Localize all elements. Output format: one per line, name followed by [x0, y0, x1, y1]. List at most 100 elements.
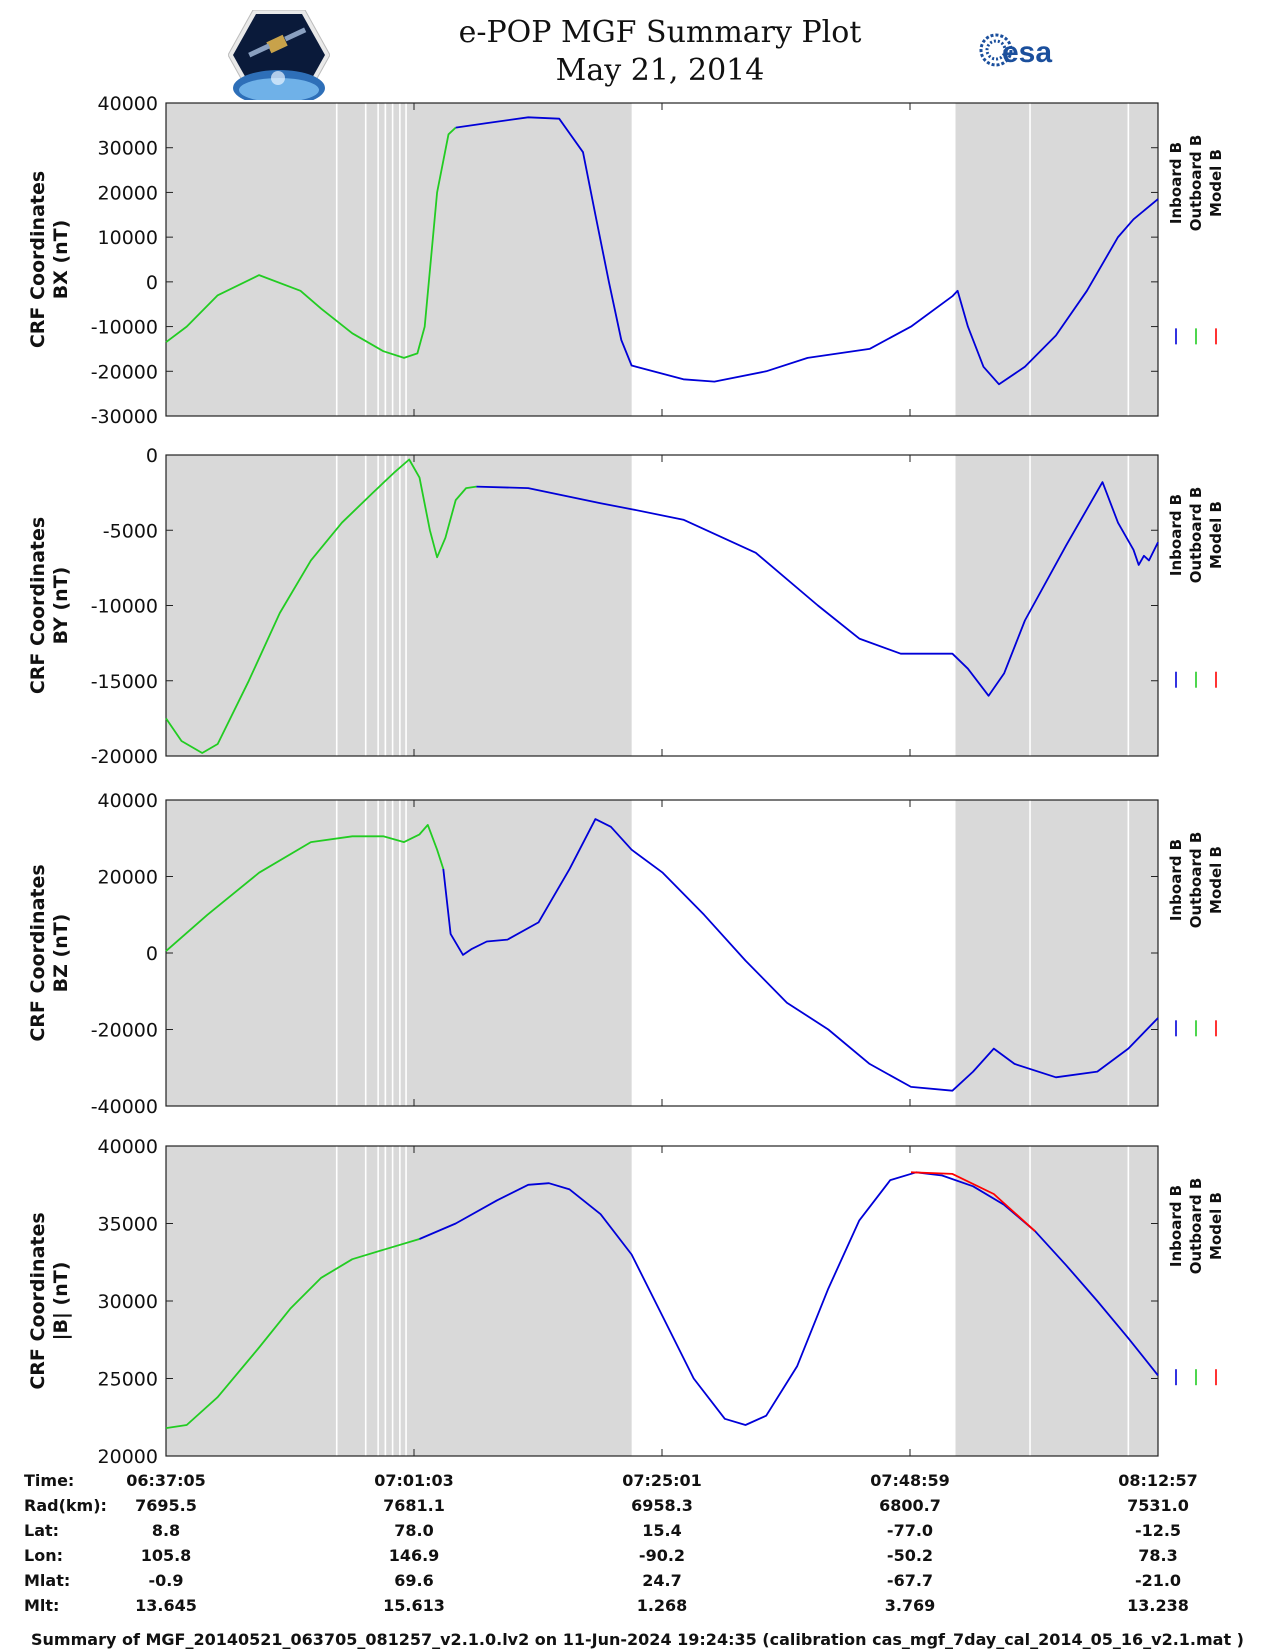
- shaded-region-1-1: [955, 455, 1158, 756]
- series-line-2-1: [442, 818, 1159, 1092]
- ylabel-2: CRF CoordinatesBZ (nT): [27, 864, 72, 1041]
- ytick-label-2-0: 40000: [98, 790, 158, 812]
- shaded-region-1-0: [166, 455, 632, 756]
- footer-summary: Summary of MGF_20140521_063705_081257_v2…: [31, 1630, 1244, 1649]
- series-line-0-0: [165, 126, 457, 359]
- ytick-label-1-2: -10000: [91, 596, 158, 618]
- ephemeris-value-4-1: 7531.0: [1127, 1496, 1189, 1515]
- ephemeris-value-0-2: 8.8: [152, 1521, 180, 1540]
- legend-label-0-1: Outboard B: [1187, 135, 1205, 232]
- ephemeris-value-4-0: 08:12:57: [1118, 1471, 1198, 1490]
- series-line-3-0: [165, 1238, 420, 1429]
- legend-label-3-0: Inboard B: [1167, 1185, 1185, 1267]
- ephemeris-value-3-1: 6800.7: [879, 1496, 941, 1515]
- ytick-label-1-4: -20000: [91, 746, 158, 768]
- legend-label-0-0: Inboard B: [1167, 142, 1185, 224]
- ytick-label-3-1: 35000: [98, 1214, 158, 1236]
- ytick-label-0-1: 30000: [98, 138, 158, 160]
- legend-label-2-2: Model B: [1207, 846, 1225, 914]
- shaded-region-3-0: [166, 1146, 632, 1456]
- ylabel-line-2-1: BZ (nT): [50, 914, 72, 993]
- ylabel-line-3-1: |B| (nT): [50, 1262, 72, 1341]
- ephemeris-value-0-3: 105.8: [141, 1546, 192, 1565]
- ephemeris-value-1-4: 69.6: [394, 1571, 433, 1590]
- ephemeris-value-0-0: 06:37:05: [126, 1471, 206, 1490]
- series-line-0-1: [455, 116, 1159, 386]
- ephemeris-label-2: Lat:: [24, 1521, 59, 1540]
- ephemeris-label-3: Lon:: [24, 1546, 63, 1565]
- ephemeris-value-4-3: 78.3: [1138, 1546, 1177, 1565]
- ephemeris-label-1: Rad(km):: [24, 1496, 107, 1515]
- series-line-1-1: [476, 481, 1159, 697]
- legend-label-1-0: Inboard B: [1167, 494, 1185, 576]
- ytick-label-2-3: -20000: [91, 1020, 158, 1042]
- ylabel-line-2-0: CRF Coordinates: [27, 864, 49, 1041]
- ytick-label-0-4: 0: [146, 272, 158, 294]
- ytick-label-2-2: 0: [146, 943, 158, 965]
- ephemeris-value-0-5: 13.645: [135, 1596, 197, 1615]
- ephemeris-value-2-0: 07:25:01: [622, 1471, 702, 1490]
- legend-label-3-1: Outboard B: [1187, 1178, 1205, 1275]
- esa-logo-text: esa: [1002, 36, 1052, 69]
- ylabel-line-1-0: CRF Coordinates: [27, 517, 49, 694]
- title-line-1: e-POP MGF Summary Plot: [458, 15, 862, 50]
- legend-label-2-0: Inboard B: [1167, 839, 1185, 921]
- ephemeris-value-3-0: 07:48:59: [870, 1471, 950, 1490]
- ephemeris-value-2-5: 1.268: [637, 1596, 688, 1615]
- ephemeris-value-1-5: 15.613: [383, 1596, 445, 1615]
- ephemeris-value-1-1: 7681.1: [383, 1496, 445, 1515]
- ylabel-line-3-0: CRF Coordinates: [27, 1212, 49, 1389]
- ylabel-line-1-1: BY (nT): [50, 567, 72, 645]
- ytick-label-1-0: 0: [146, 445, 158, 467]
- ytick-label-0-5: -10000: [91, 317, 158, 339]
- ylabel-1: CRF CoordinatesBY (nT): [27, 517, 72, 694]
- shaded-region-0-1: [955, 103, 1158, 416]
- legend-label-3-2: Model B: [1207, 1192, 1225, 1260]
- ephemeris-value-2-3: -90.2: [639, 1546, 685, 1565]
- shaded-region-0-0: [166, 103, 632, 416]
- ephemeris-value-4-4: -21.0: [1135, 1571, 1181, 1590]
- ylabel-line-0-0: CRF Coordinates: [27, 171, 49, 348]
- shaded-region-3-1: [955, 1146, 1158, 1456]
- ytick-label-2-4: -40000: [91, 1096, 158, 1118]
- ylabel-line-0-1: BX (nT): [50, 220, 72, 300]
- ephemeris-label-4: Mlat:: [24, 1571, 70, 1590]
- ephemeris-value-2-1: 6958.3: [631, 1496, 693, 1515]
- series-line-3-2: [910, 1171, 1036, 1232]
- series-line-2-0: [165, 824, 445, 952]
- ephemeris-value-1-3: 146.9: [389, 1546, 440, 1565]
- ephemeris-value-4-5: 13.238: [1127, 1596, 1189, 1615]
- ytick-label-3-2: 30000: [98, 1291, 158, 1313]
- ephemeris-value-2-4: 24.7: [642, 1571, 681, 1590]
- ephemeris-value-2-2: 15.4: [642, 1521, 681, 1540]
- ephemeris-value-0-1: 7695.5: [135, 1496, 197, 1515]
- plot-title: e-POP MGF Summary Plot May 21, 2014: [0, 14, 1275, 90]
- ytick-label-1-1: -5000: [103, 520, 158, 542]
- ytick-label-0-2: 20000: [98, 182, 158, 204]
- ephemeris-value-4-2: -12.5: [1135, 1521, 1181, 1540]
- ephemeris-value-1-0: 07:01:03: [374, 1471, 454, 1490]
- ytick-label-3-3: 25000: [98, 1369, 158, 1391]
- esa-logo: esa: [979, 33, 1052, 69]
- ylabel-3: CRF Coordinates|B| (nT): [27, 1212, 72, 1389]
- ytick-label-3-4: 20000: [98, 1446, 158, 1468]
- ephemeris-value-3-5: 3.769: [885, 1596, 936, 1615]
- ephemeris-value-3-3: -50.2: [887, 1546, 933, 1565]
- ephemeris-label-5: Mlt:: [24, 1596, 59, 1615]
- ytick-label-0-7: -30000: [91, 406, 158, 428]
- ytick-label-3-0: 40000: [98, 1136, 158, 1158]
- ephemeris-value-0-4: -0.9: [149, 1571, 184, 1590]
- legend-label-2-1: Outboard B: [1187, 832, 1205, 929]
- ephemeris-value-1-2: 78.0: [394, 1521, 433, 1540]
- legend-label-1-2: Model B: [1207, 501, 1225, 569]
- title-line-2: May 21, 2014: [555, 53, 765, 88]
- ephemeris-value-3-2: -77.0: [887, 1521, 933, 1540]
- ephemeris-value-3-4: -67.7: [887, 1571, 933, 1590]
- ytick-label-0-3: 10000: [98, 227, 158, 249]
- series-line-1-0: [165, 458, 477, 754]
- ytick-label-2-1: 20000: [98, 867, 158, 889]
- shaded-region-2-0: [166, 800, 632, 1106]
- legend-label-0-2: Model B: [1207, 149, 1225, 217]
- cassiope-logo: [228, 10, 330, 100]
